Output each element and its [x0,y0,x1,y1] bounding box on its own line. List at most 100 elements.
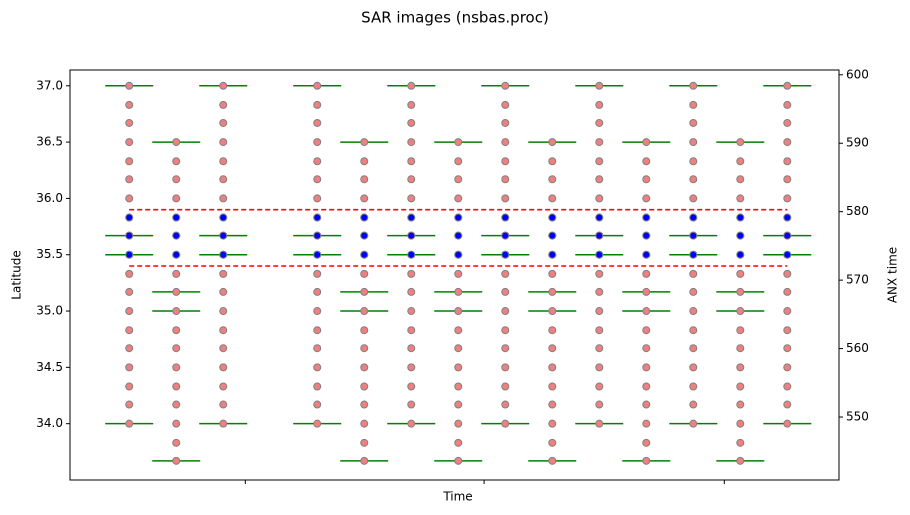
image-point [313,138,322,147]
image-point [736,194,745,203]
image-point [172,326,181,335]
image-point [454,194,463,203]
image-point [736,175,745,184]
selected-point [736,231,745,240]
image-point [501,419,510,428]
image-point [407,138,416,147]
image-point [125,307,134,316]
image-point [454,382,463,391]
image-point [313,118,322,127]
selected-point [125,250,134,259]
selected-point [360,213,369,222]
image-point [125,157,134,166]
selected-point [548,250,557,259]
y2-axis-label: ANX time [886,247,900,303]
image-point [125,138,134,147]
selected-point [313,250,322,259]
image-point [689,157,698,166]
image-point [595,138,604,147]
image-point [689,175,698,184]
image-point [407,363,416,372]
image-point [219,157,228,166]
image-point [689,400,698,409]
image-point [783,269,792,278]
image-point [172,419,181,428]
image-point [407,344,416,353]
image-point [689,363,698,372]
image-point [454,326,463,335]
image-point [172,363,181,372]
image-point [548,157,557,166]
image-point [548,287,557,296]
image-point [501,363,510,372]
image-point [172,194,181,203]
image-point [219,382,228,391]
image-point [407,419,416,428]
image-point [501,400,510,409]
selected-point [219,231,228,240]
selected-point [689,231,698,240]
image-point [783,157,792,166]
image-point [736,400,745,409]
image-point [689,118,698,127]
image-point [642,175,651,184]
image-point [454,344,463,353]
image-point [736,326,745,335]
selected-point [407,213,416,222]
image-point [360,175,369,184]
image-point [595,269,604,278]
image-point [125,363,134,372]
image-point [548,419,557,428]
image-point [219,363,228,372]
image-point [548,400,557,409]
image-point [313,344,322,353]
image-point [454,419,463,428]
image-point [219,307,228,316]
y2-tick-label: 590 [846,136,869,150]
image-point [360,157,369,166]
y2-tick-label: 600 [846,67,869,81]
image-point [548,363,557,372]
image-point [501,175,510,184]
image-point [360,326,369,335]
selected-point [642,250,651,259]
image-point [360,269,369,278]
image-point [360,194,369,203]
selected-point [548,231,557,240]
image-point [125,344,134,353]
selected-point [783,250,792,259]
image-point [689,100,698,109]
image-point [501,81,510,90]
image-point [736,344,745,353]
image-point [219,419,228,428]
y-tick-label: 34.5 [36,360,63,374]
image-point [172,456,181,465]
image-point [595,382,604,391]
image-point [407,326,416,335]
y2-tick-label: 570 [846,273,869,287]
image-point [360,382,369,391]
image-point [313,269,322,278]
image-point [595,118,604,127]
image-point [689,287,698,296]
image-point [689,326,698,335]
image-point [783,100,792,109]
image-point [219,118,228,127]
image-point [595,194,604,203]
image-point [595,287,604,296]
image-point [125,382,134,391]
image-point [736,419,745,428]
selected-point [172,231,181,240]
image-point [360,419,369,428]
image-point [219,326,228,335]
image-point [454,269,463,278]
image-point [548,307,557,316]
image-point [407,307,416,316]
image-point [454,363,463,372]
image-point [172,175,181,184]
selected-point [313,231,322,240]
image-point [736,438,745,447]
image-point [125,269,134,278]
image-point [125,100,134,109]
